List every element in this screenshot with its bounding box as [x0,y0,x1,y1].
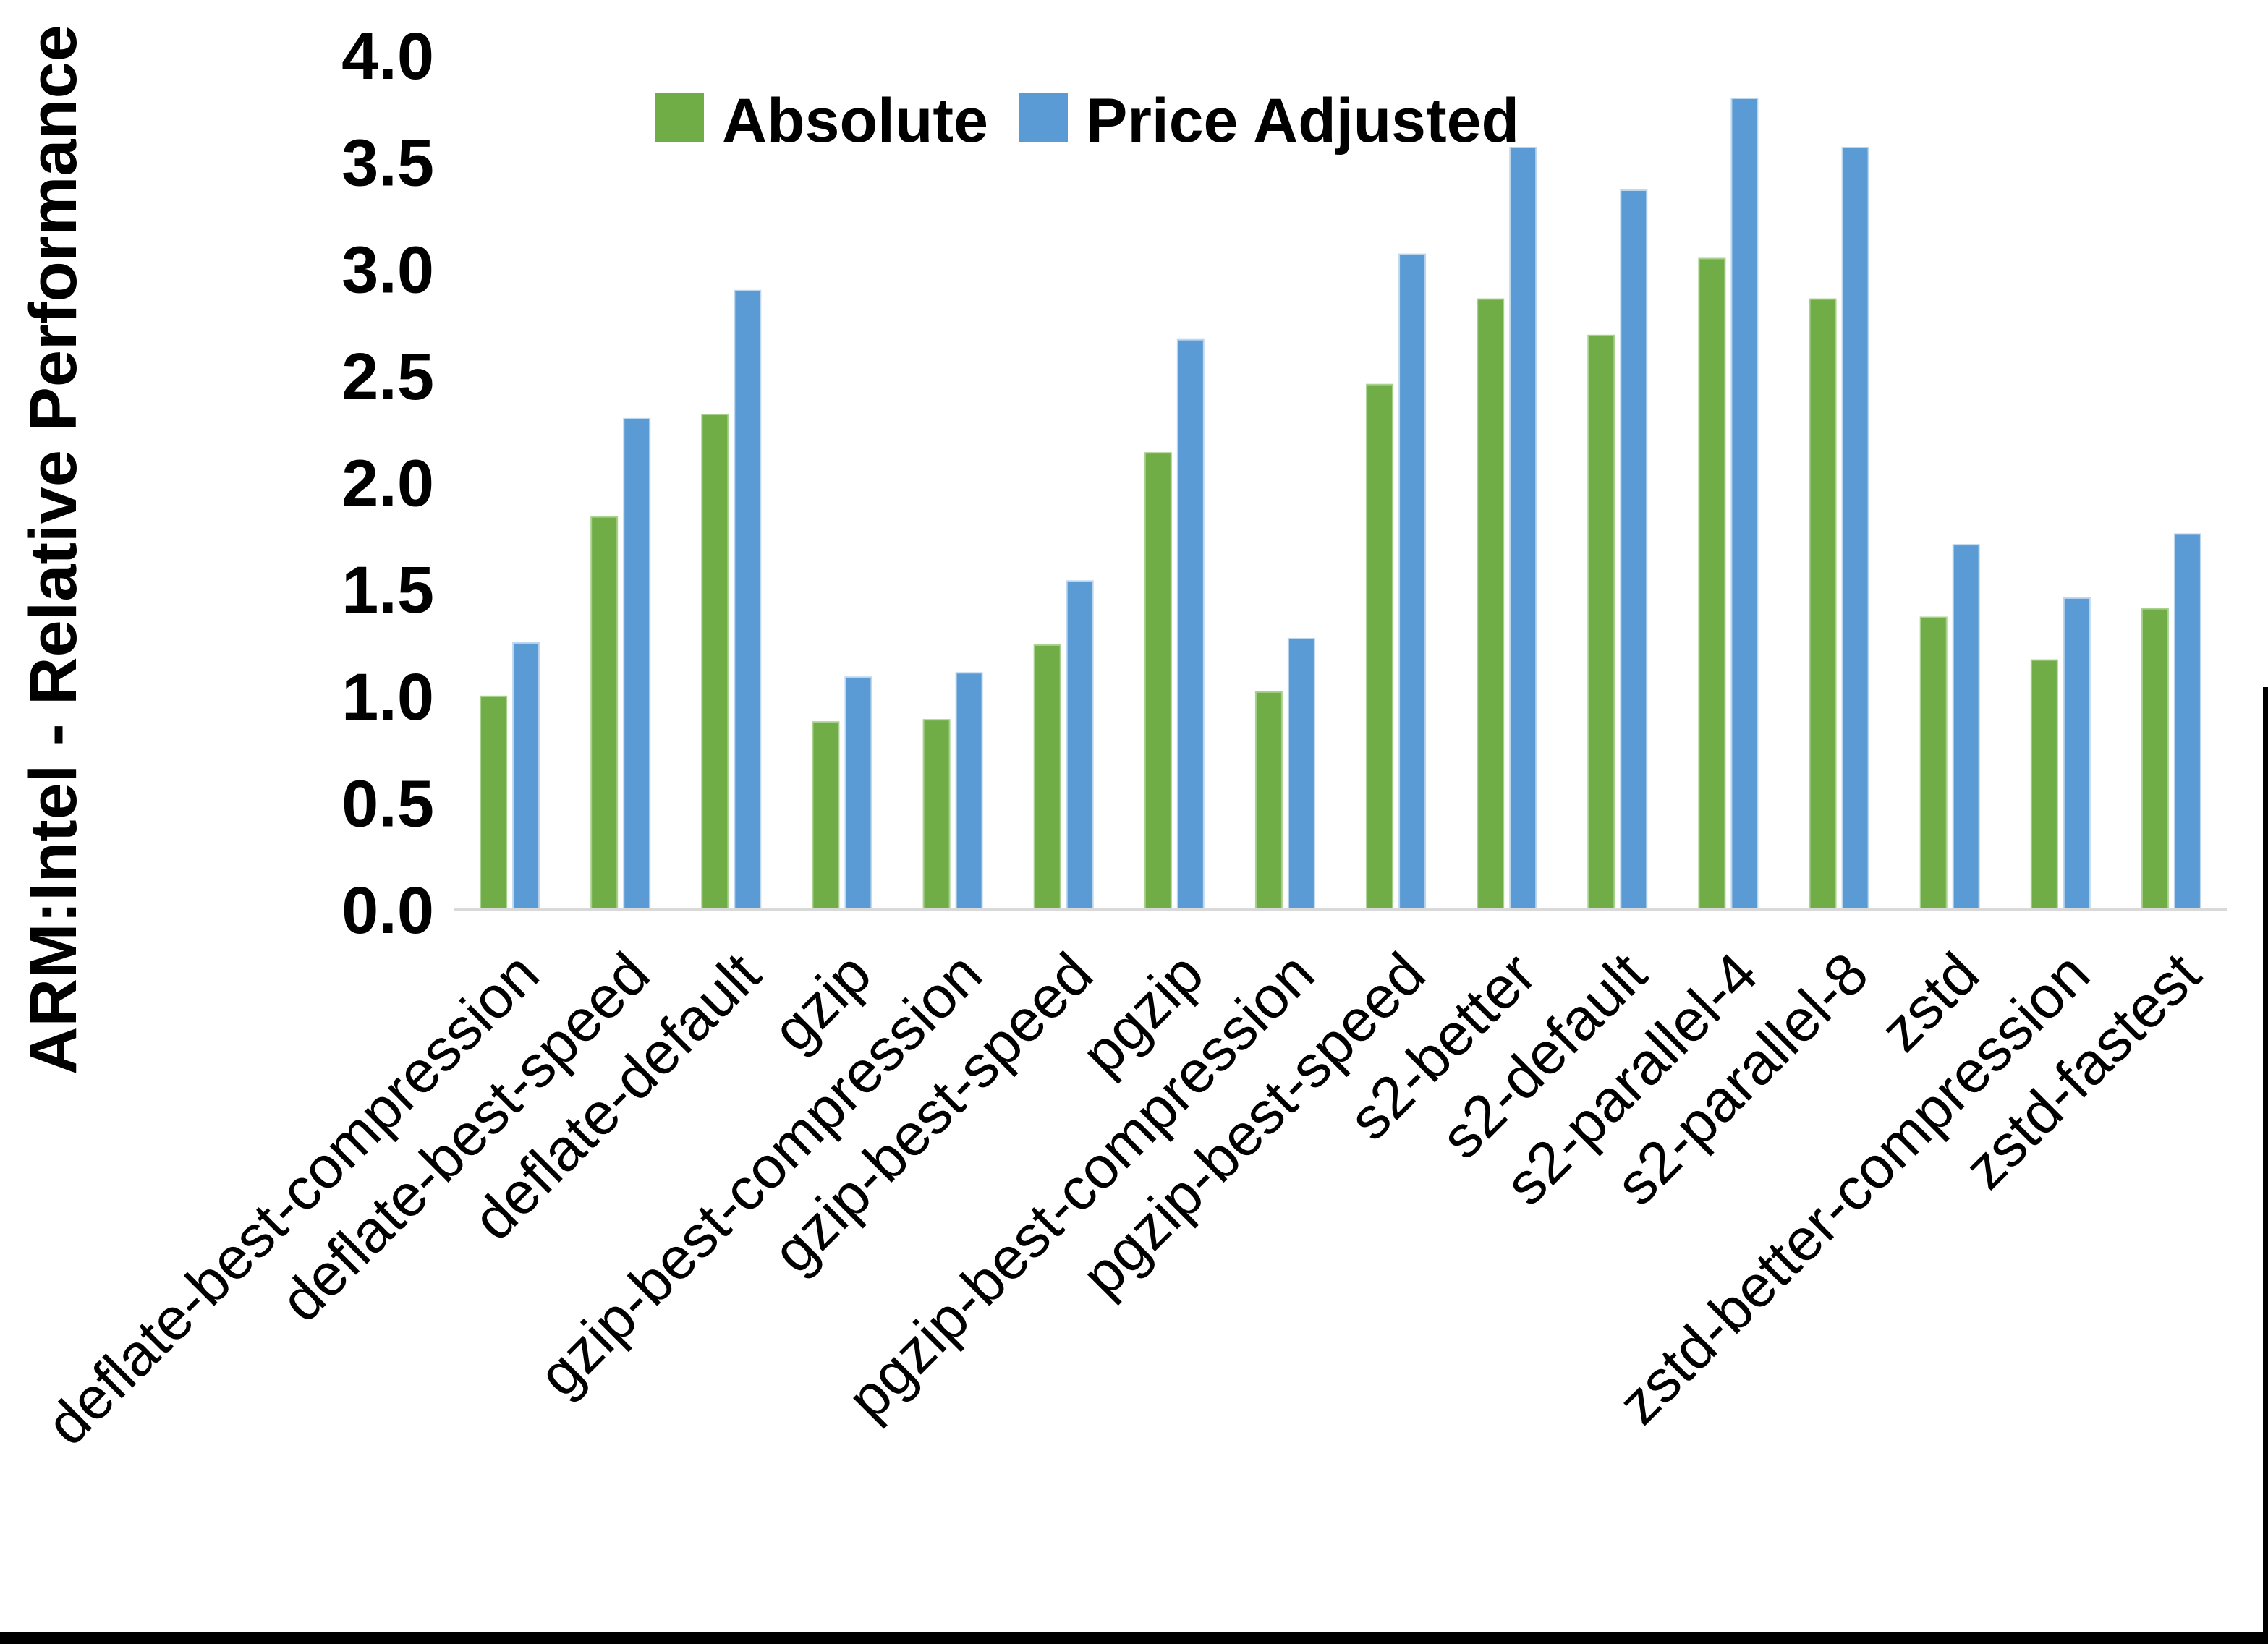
y-tick-label: 2.5 [341,340,434,414]
bar-price-adjusted-s2-parallel-8 [1841,147,1869,911]
bar-absolute-zstd-better-compression [2030,659,2058,911]
bar-absolute-s2-parallel-8 [1809,298,1837,911]
bar-price-adjusted-s2-parallel-4 [1730,98,1759,911]
bar-absolute-gzip [812,721,840,911]
legend-swatch-price-adjusted [1019,93,1068,142]
bar-price-adjusted-zstd-fastest [2173,533,2201,911]
bar-price-adjusted-s2-default [1620,189,1648,911]
y-tick-label: 3.0 [341,233,434,307]
bar-absolute-deflate-default [701,414,729,911]
bar-price-adjusted-pgzip [1176,338,1205,911]
legend-label-price-adjusted: Price Adjusted [1086,86,1519,156]
bar-price-adjusted-gzip-best-speed [1066,580,1094,911]
bar-absolute-s2-better [1477,298,1505,911]
bar-absolute-deflate-best-compression [480,695,508,911]
bar-price-adjusted-zstd-better-compression [2063,597,2091,911]
bar-price-adjusted-zstd [1952,544,1980,911]
bar-price-adjusted-s2-better [1509,147,1537,911]
y-tick-label: 0.0 [341,874,434,947]
bar-price-adjusted-gzip-best-compression [955,672,983,911]
legend-swatch-absolute [655,93,704,142]
bar-absolute-gzip-best-compression [922,719,951,911]
bar-price-adjusted-pgzip-best-compression [1287,638,1315,911]
y-tick-label: 1.5 [341,553,434,627]
y-tick-label: 2.0 [341,447,434,521]
y-tick-label: 0.5 [341,767,434,840]
bar-absolute-gzip-best-speed [1033,644,1061,911]
y-tick-label: 4.0 [341,20,434,93]
bar-absolute-pgzip [1144,452,1172,911]
bar-absolute-pgzip-best-compression [1254,691,1283,911]
y-axis-title: ARM:Intel - Relative Performance [17,25,90,1075]
y-tick-label: 1.0 [341,660,434,734]
plot-area: 0.00.51.01.52.02.53.03.54.0deflate-best-… [34,20,2227,1458]
legend: Absolute Price Adjusted [655,86,1519,156]
y-tick-label: 3.5 [341,127,434,200]
bar-absolute-zstd [1919,616,1948,911]
bar-absolute-s2-default [1587,334,1615,911]
x-axis-line [454,908,2227,911]
bar-price-adjusted-gzip [844,676,872,911]
bar-absolute-pgzip-best-speed [1366,383,1394,911]
right-border-bar [2263,687,2268,1644]
bar-absolute-s2-parallel-4 [1698,257,1726,911]
bar-absolute-deflate-best-speed [590,516,619,911]
bar-absolute-zstd-fastest [2141,608,2169,911]
legend-label-absolute: Absolute [722,86,988,156]
bar-price-adjusted-pgzip-best-speed [1398,253,1427,911]
bar-price-adjusted-deflate-best-speed [623,417,651,911]
bar-price-adjusted-deflate-default [734,289,762,911]
bar-price-adjusted-deflate-best-compression [512,642,540,911]
bottom-border-bar [0,1632,2268,1644]
